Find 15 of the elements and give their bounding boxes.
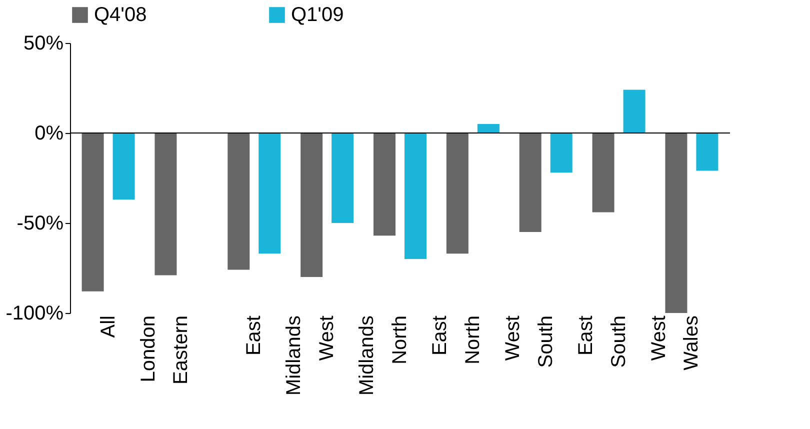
x-tick-label: East Midlands — [243, 315, 306, 396]
x-tick-label: North West — [462, 315, 524, 364]
y-tick-label: 0% — [34, 122, 64, 144]
y-tick-label: 50% — [23, 32, 64, 54]
legend-label: Q1'09 — [291, 4, 344, 26]
x-tick-label: All London — [97, 316, 160, 382]
x-tick-label: Wales — [680, 316, 703, 370]
y-tick-label: -50% — [16, 212, 64, 234]
x-tick-label: West Midlands — [316, 315, 378, 396]
x-tick-label: South East — [534, 315, 597, 368]
x-tick-label: Eastern — [170, 316, 192, 384]
x-tick-label: South West — [608, 315, 670, 368]
legend-label: Q4'08 — [94, 4, 147, 26]
x-tick-label: North East — [389, 315, 451, 364]
y-tick-label: -100% — [6, 302, 64, 324]
